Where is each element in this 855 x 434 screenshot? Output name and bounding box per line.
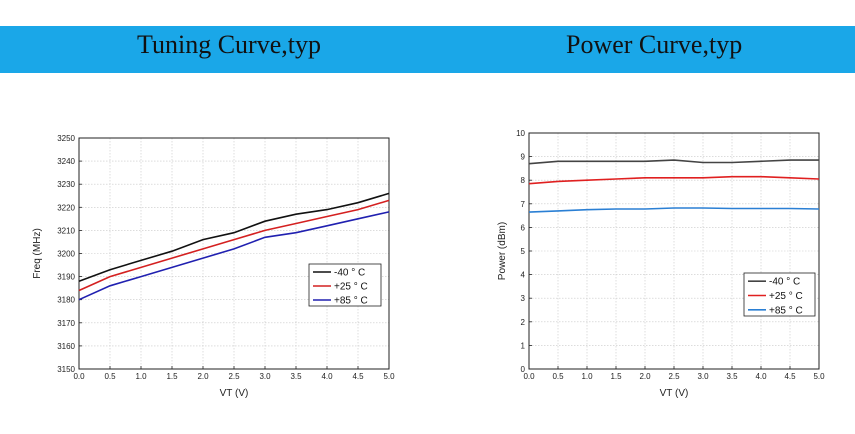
tuning-series-line-3: [78, 211, 390, 301]
power-y-tick-label: 4: [521, 271, 526, 280]
power-y-tick-label: 8: [521, 176, 526, 185]
tuning-y-tick-label: 3240: [57, 157, 75, 166]
tuning-x-tick-label: 3.5: [290, 372, 302, 381]
power-legend-label: +85 ° C: [769, 305, 803, 316]
tuning-legend-box: [308, 263, 382, 307]
tuning-x-tick-label: 4.0: [321, 372, 333, 381]
tuning-x-tick-label: 5.0: [383, 372, 395, 381]
power-y-tick-label: 9: [521, 153, 526, 162]
tuning-series-line-1: [78, 192, 390, 282]
power-x-tick-label: 2.5: [668, 372, 680, 381]
tuning-y-tick-label: 3180: [57, 296, 75, 305]
tuning-y-tick-label: 3220: [57, 203, 75, 212]
power-legend-label: -40 ° C: [769, 277, 800, 288]
power-y-tick-label: 7: [521, 200, 526, 209]
power-x-tick-label: 4.5: [784, 372, 796, 381]
power-x-tick-label: 3.0: [697, 372, 709, 381]
power-legend-box: [743, 272, 816, 317]
power-y-tick-label: 0: [521, 365, 526, 374]
tuning-y-tick-label: 3210: [57, 226, 75, 235]
tuning-x-tick-label: 4.5: [352, 372, 364, 381]
tuning-y-tick-label: 3190: [57, 273, 75, 282]
power-x-axis-label: VT (V): [660, 388, 689, 399]
tuning-x-axis-label: VT (V): [220, 388, 249, 399]
tuning-series-line-2: [78, 199, 390, 292]
tuning-legend-label: +25 ° C: [334, 282, 368, 293]
tuning-x-tick-label: 0.5: [104, 372, 116, 381]
power-x-tick-label: 5.0: [813, 372, 825, 381]
tuning-y-axis-label: Freq (MHz): [32, 228, 43, 279]
power-x-tick-label: 1.0: [581, 372, 593, 381]
tuning-curve-title: Tuning Curve,typ: [137, 30, 321, 59]
tuning-x-tick-label: 2.0: [197, 372, 209, 381]
power-y-tick-label: 3: [521, 294, 526, 303]
tuning-chart: 0.0 0.5 1.0 1.5 2.0 2.5 3.0 3.5 4.0 4.5 5.0 3150 316…: [32, 134, 395, 399]
power-y-tick-label: 6: [521, 223, 526, 232]
tuning-x-tick-label: 2.5: [228, 372, 240, 381]
power-series-line-2: [528, 175, 820, 185]
power-y-tick-label: 5: [521, 247, 526, 256]
tuning-y-tick-label: 3170: [57, 319, 75, 328]
power-x-tick-label: 1.5: [610, 372, 622, 381]
tuning-y-tick-label: 3150: [57, 365, 75, 374]
power-x-tick-label: 4.0: [755, 372, 767, 381]
power-x-tick-label: 0.0: [523, 372, 535, 381]
tuning-x-tick-label: 3.0: [259, 372, 271, 381]
power-y-tick-label: 10: [516, 129, 525, 138]
tuning-legend-label: -40 ° C: [334, 268, 365, 279]
tuning-x-tick-label: 1.5: [166, 372, 178, 381]
power-legend-label: +25 ° C: [769, 291, 803, 302]
power-y-axis-label: Power (dBm): [497, 222, 508, 280]
power-x-tick-label: 0.5: [552, 372, 564, 381]
power-curve-title: Power Curve,typ: [566, 30, 743, 59]
power-y-tick-label: 1: [521, 341, 526, 350]
power-y-tick-label: 2: [521, 318, 526, 327]
power-series-line-1: [528, 159, 819, 165]
power-x-tick-label: 3.5: [726, 372, 738, 381]
tuning-y-tick-label: 3250: [57, 134, 75, 143]
title-banner: Tuning Curve,typ Power Curve,typ: [0, 26, 855, 73]
power-chart: 0.0 0.5 1.0 1.5 2.0 2.5 3.0 3.5 4.0 4.5 5.0 0 1 2 3 4 5 6…: [497, 129, 825, 399]
tuning-y-tick-label: 3200: [57, 250, 75, 259]
power-x-tick-label: 2.0: [639, 372, 651, 381]
tuning-legend-label: +85 ° C: [334, 296, 368, 307]
tuning-x-tick-label: 0.0: [73, 372, 85, 381]
tuning-x-tick-label: 1.0: [135, 372, 147, 381]
tuning-y-tick-label: 3230: [57, 180, 75, 189]
power-series-line-3: [528, 207, 820, 213]
tuning-y-tick-label: 3160: [57, 342, 75, 351]
